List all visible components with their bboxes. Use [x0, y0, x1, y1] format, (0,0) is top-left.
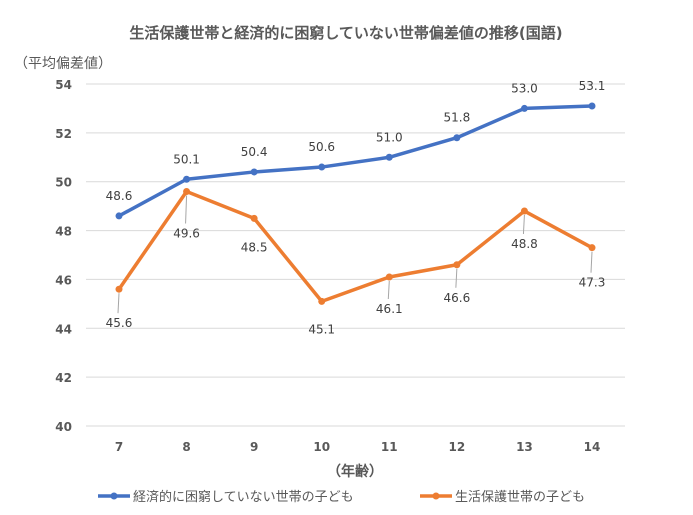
data-label: 53.1: [579, 79, 606, 93]
data-point: [318, 163, 326, 171]
data-point: [520, 104, 528, 112]
x-tick-label: 8: [182, 440, 190, 454]
data-point: [115, 285, 123, 293]
leader-line: [387, 280, 390, 300]
data-point: [183, 187, 191, 195]
data-point: [250, 214, 258, 222]
series-line: [117, 189, 593, 304]
y-axis-label: （平均偏差値）: [14, 56, 112, 72]
y-tick-label: 42: [55, 371, 72, 385]
x-tick-label: 10: [313, 440, 330, 454]
x-tick-label: 14: [584, 440, 601, 454]
data-point: [385, 273, 393, 281]
leader-line: [590, 251, 593, 273]
data-label: 48.6: [106, 189, 133, 203]
data-label: 50.6: [308, 140, 335, 154]
x-tick-label: 12: [449, 440, 466, 454]
y-tick-label: 44: [55, 322, 72, 336]
y-tick-label: 46: [55, 273, 72, 287]
y-tick-label: 50: [55, 176, 72, 190]
series-line: [118, 104, 593, 218]
data-label: 47.3: [579, 276, 606, 290]
data-point: [115, 212, 123, 220]
data-label: 53.0: [511, 81, 538, 95]
chart-title: 生活保護世帯と経済的に困窮していない世帯偏差値の推移(国語): [129, 24, 562, 42]
data-label: 50.4: [241, 145, 268, 159]
legend-marker: [432, 492, 440, 500]
legend-label: 生活保護世帯の子ども: [455, 489, 585, 505]
x-tick-label: 13: [516, 440, 533, 454]
data-label: 50.1: [173, 152, 200, 166]
x-tick-label: 7: [115, 440, 123, 454]
data-point: [453, 134, 461, 142]
data-label: 45.1: [308, 322, 335, 336]
legend-marker: [110, 492, 118, 500]
y-tick-label: 48: [55, 225, 72, 239]
leader-line: [117, 293, 120, 314]
leader-line: [455, 268, 458, 288]
data-label: 45.6: [106, 316, 133, 330]
data-point: [453, 261, 461, 269]
leader-line: [185, 195, 188, 224]
x-tick-label: 9: [250, 440, 258, 454]
data-label: 48.8: [511, 237, 538, 251]
legend-label: 経済的に困窮していない世帯の子ども: [133, 489, 354, 505]
data-label: 51.0: [376, 130, 403, 144]
data-point: [250, 168, 258, 176]
data-label: 46.6: [443, 291, 470, 305]
data-label: 48.5: [241, 240, 268, 254]
data-label: 46.1: [376, 302, 403, 316]
x-tick-label: 11: [381, 440, 398, 454]
data-point: [588, 102, 596, 110]
y-tick-label: 52: [55, 127, 72, 141]
data-point: [318, 297, 326, 305]
leader-line: [522, 215, 525, 235]
data-point: [520, 207, 528, 215]
data-label: 51.8: [443, 111, 470, 125]
data-point: [588, 244, 596, 252]
data-label: 49.6: [173, 226, 200, 240]
data-point: [183, 175, 191, 183]
y-tick-label: 40: [55, 420, 72, 434]
y-tick-label: 54: [55, 78, 72, 92]
data-point: [385, 153, 393, 161]
x-axis-label: （年齢）: [327, 463, 383, 480]
